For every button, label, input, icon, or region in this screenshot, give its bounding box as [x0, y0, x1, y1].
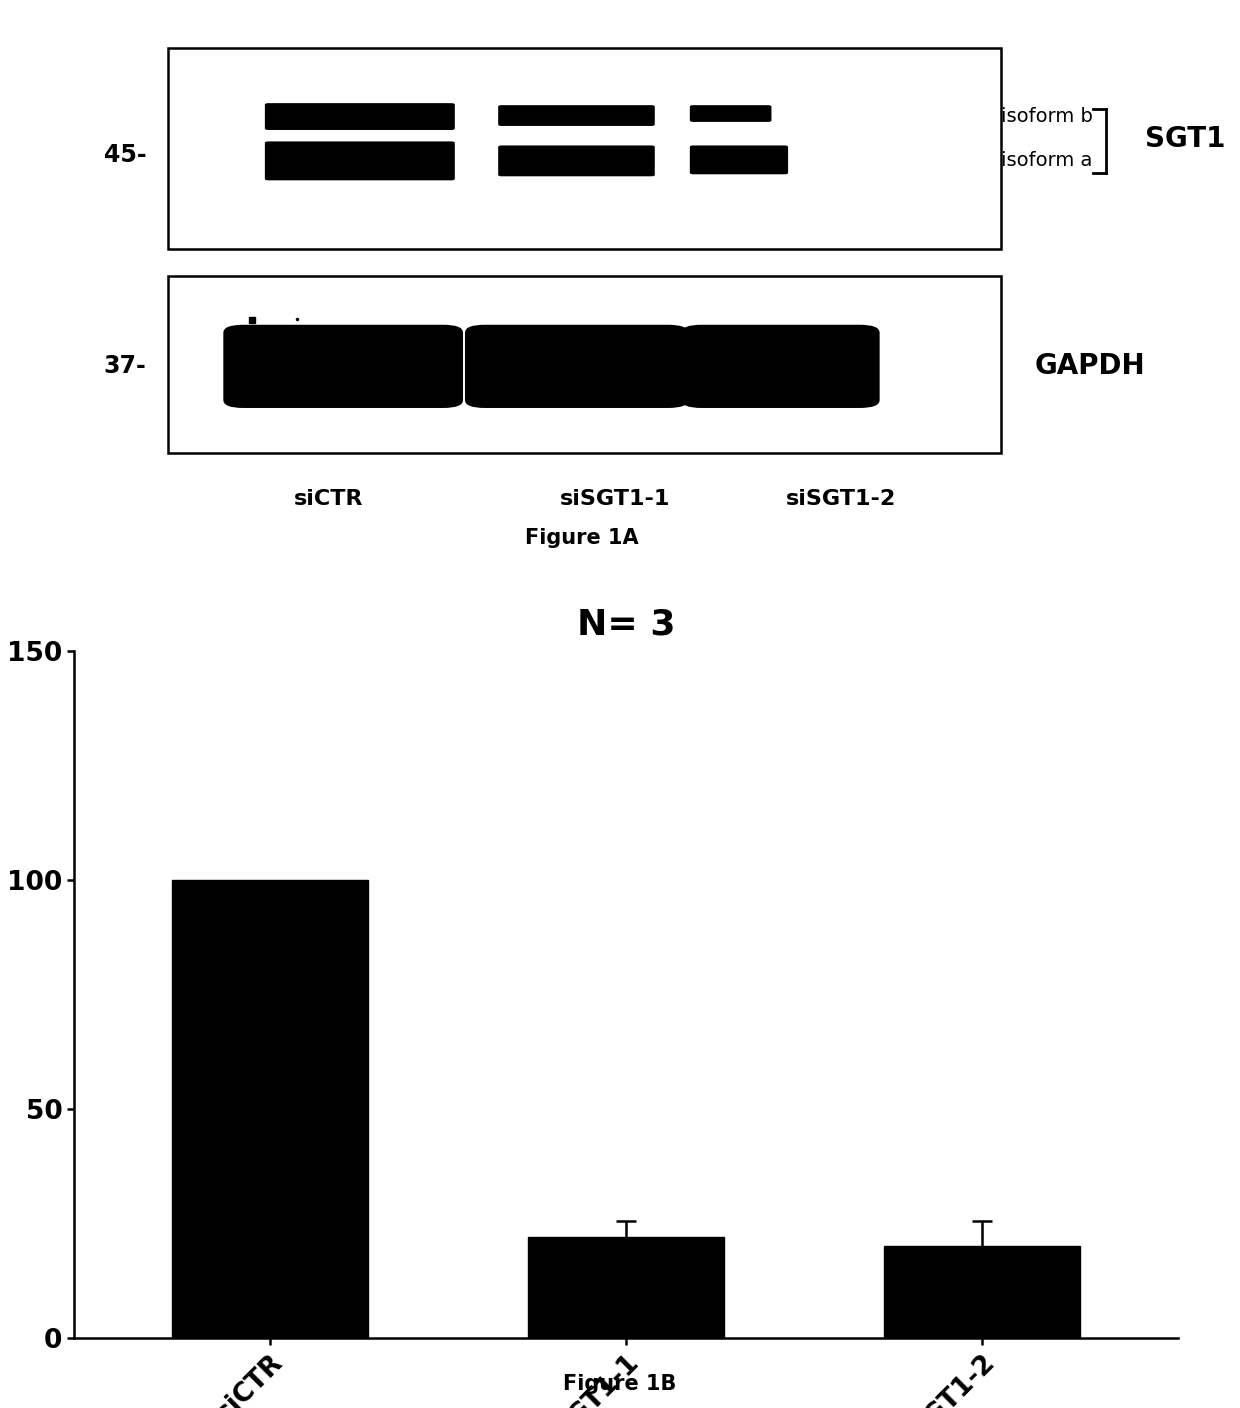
Bar [528, 1238, 724, 1338]
Title: N= 3: N= 3 [577, 608, 676, 642]
FancyBboxPatch shape [689, 145, 789, 175]
Text: Figure 1A: Figure 1A [526, 528, 639, 548]
Text: GAPDH: GAPDH [1034, 352, 1146, 380]
Text: siSGT1-1: siSGT1-1 [560, 489, 671, 508]
Bar [172, 880, 368, 1338]
Text: 45-: 45- [103, 142, 146, 166]
FancyBboxPatch shape [682, 325, 879, 408]
Text: siSGT1-2: siSGT1-2 [786, 489, 897, 508]
FancyBboxPatch shape [689, 106, 771, 122]
Text: 37-: 37- [103, 355, 146, 379]
FancyBboxPatch shape [465, 325, 688, 408]
Bar [169, 276, 1002, 453]
Text: isoform a: isoform a [1002, 152, 1092, 170]
FancyBboxPatch shape [265, 141, 455, 180]
Bar [884, 1246, 1080, 1338]
FancyBboxPatch shape [498, 106, 655, 125]
Text: Figure 1B: Figure 1B [563, 1374, 677, 1394]
Bar [169, 48, 1002, 249]
Text: isoform b: isoform b [1002, 107, 1094, 127]
FancyBboxPatch shape [498, 145, 655, 176]
Text: siCTR: siCTR [294, 489, 363, 508]
Text: SGT1: SGT1 [1145, 125, 1225, 152]
FancyBboxPatch shape [265, 103, 455, 130]
FancyBboxPatch shape [223, 325, 463, 408]
